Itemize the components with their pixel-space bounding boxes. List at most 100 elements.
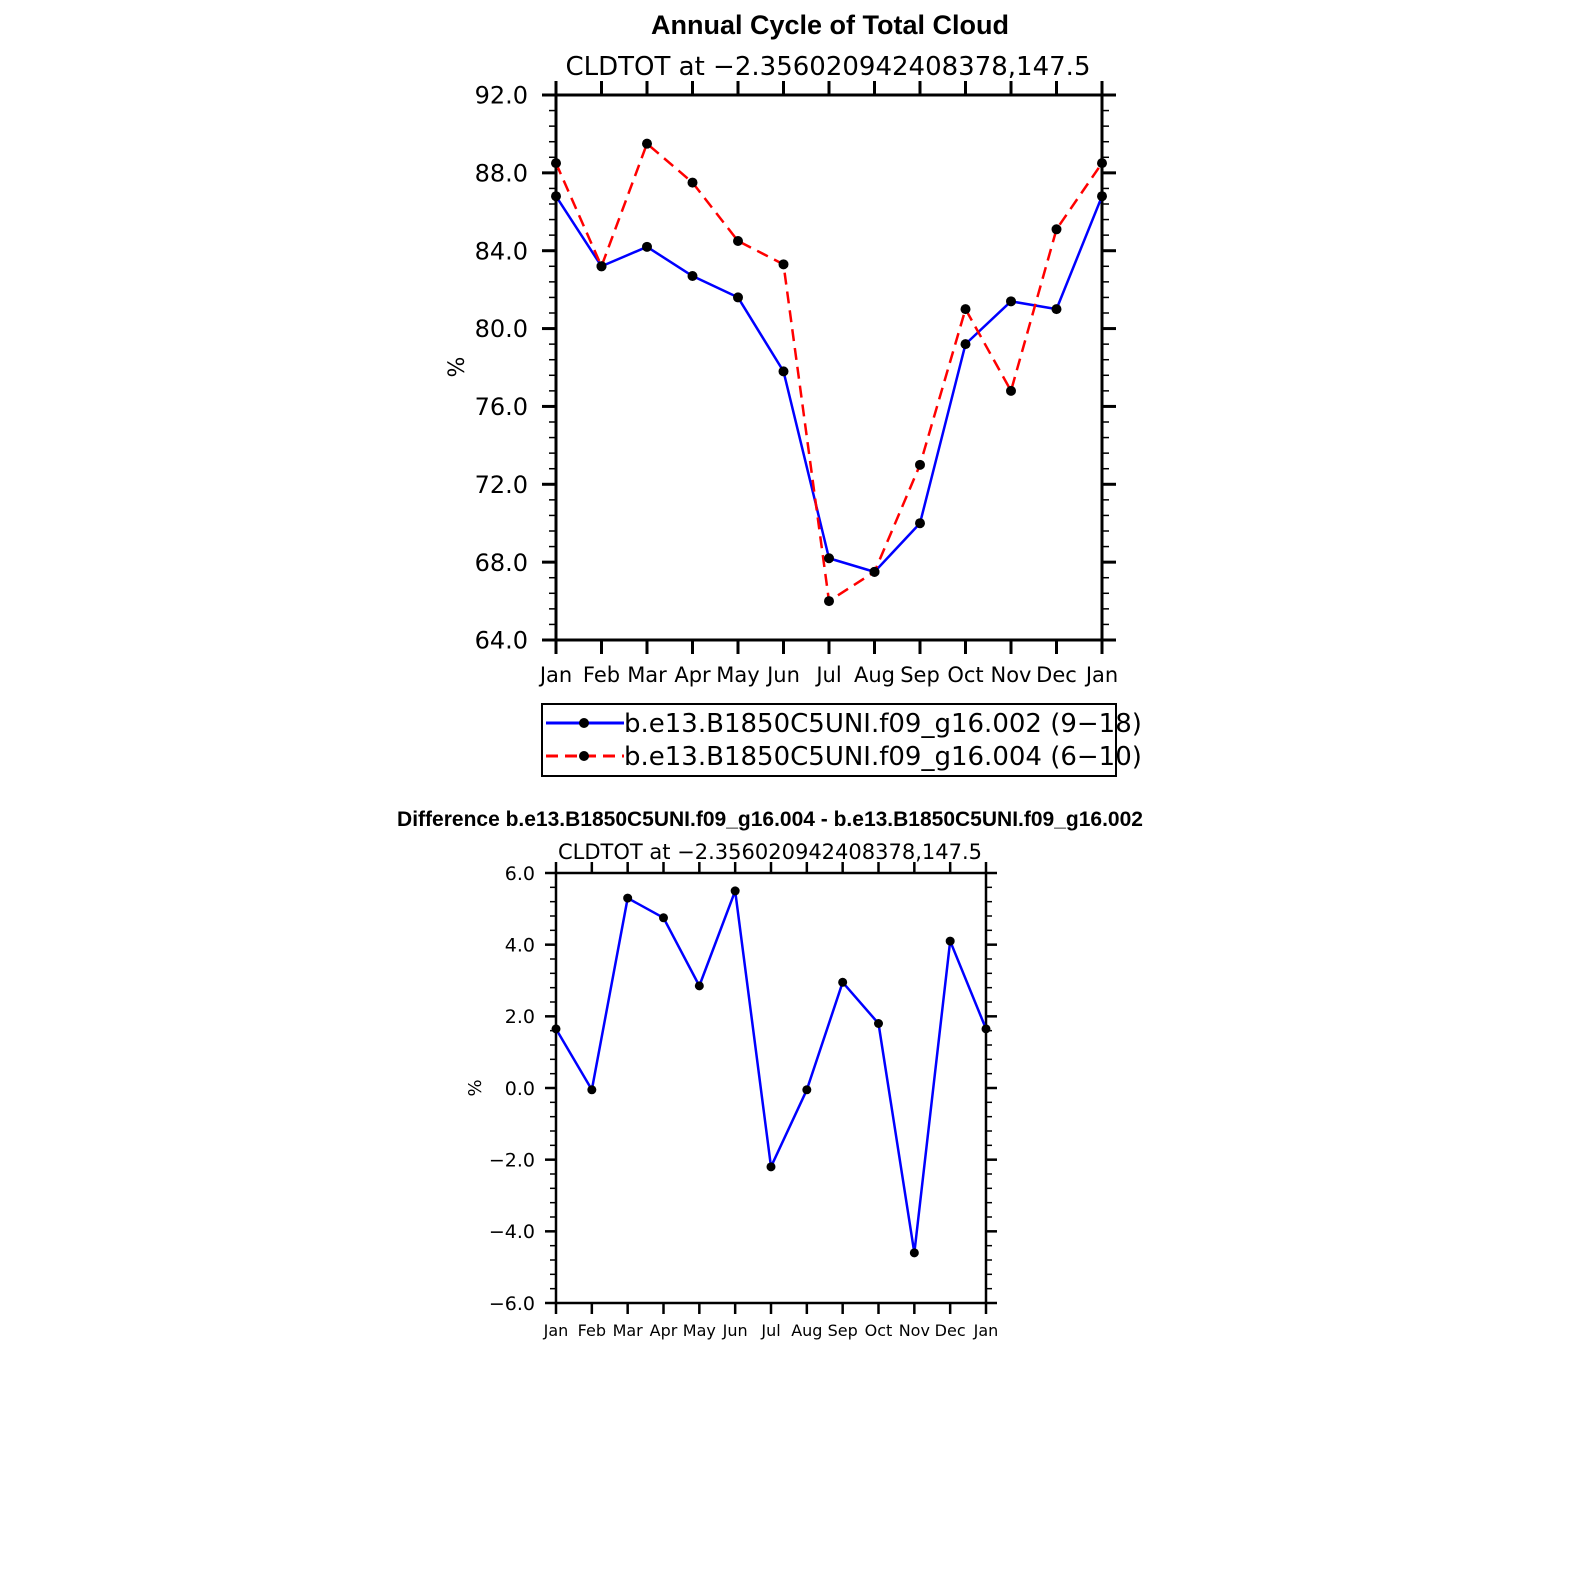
legend-marker-series-2 (579, 751, 589, 761)
x-tick-labels: Jan Feb Mar Apr May Jun Jul Aug Sep Oct Nov Dec Jan (538, 663, 1118, 687)
series-line-1 (554, 195, 1104, 574)
data-point-series-1 (1006, 296, 1016, 307)
data-point-series-1 (766, 1162, 776, 1172)
x-tick-label: Jan (1084, 663, 1118, 687)
data-point-series-1 (802, 1085, 812, 1095)
y-tick-label: 88.0 (475, 159, 528, 187)
y-axis-label: % (465, 1079, 486, 1096)
data-point-series-1 (642, 241, 652, 252)
data-point-series-1 (623, 893, 633, 903)
x-tick-label: Jan (973, 1321, 999, 1340)
y-tick-label: −4.0 (489, 1221, 535, 1243)
annual-cycle-chart: Annual Cycle of Total Cloud CLDTOT at −2… (445, 10, 1118, 687)
legend-box (541, 703, 1117, 777)
x-tick-label: Jun (722, 1321, 748, 1340)
data-point-series-1 (1051, 304, 1062, 315)
data-point-series-1 (838, 977, 848, 987)
x-tick-label: Jan (538, 663, 572, 687)
chart-subtitle: CLDTOT at −2.356020942408378,147.5 (566, 52, 1091, 82)
x-tick-label: Nov (991, 663, 1032, 687)
data-point-series-1 (1097, 191, 1107, 202)
data-point-series-2 (642, 138, 652, 149)
x-tick-label: Jul (814, 663, 841, 687)
y-tick-label: −6.0 (489, 1293, 535, 1315)
y-tick-label: 2.0 (505, 1006, 535, 1028)
data-point-series-2 (1097, 158, 1107, 169)
data-point-series-2 (869, 566, 880, 577)
y-tick-label: 84.0 (475, 237, 528, 265)
data-point-series-1 (587, 1085, 597, 1095)
y-tick-label: 80.0 (475, 315, 528, 343)
y-axis-label: % (445, 357, 470, 378)
x-tick-label: May (683, 1321, 716, 1340)
x-tick-label: Apr (650, 1321, 678, 1340)
data-point-series-1 (551, 1024, 561, 1034)
data-point-series-2 (778, 259, 789, 270)
data-point-series-1 (981, 1024, 991, 1034)
y-tick-label: 6.0 (505, 863, 535, 885)
y-tick-label: 76.0 (475, 393, 528, 421)
x-tick-label: Jan (543, 1321, 569, 1340)
y-tick-label: 68.0 (475, 549, 528, 577)
data-point-series-1 (960, 339, 971, 350)
data-point-series-1 (733, 292, 743, 303)
data-point-series-2 (1006, 385, 1016, 396)
y-tick-label: 72.0 (475, 471, 528, 499)
x-tick-label: Mar (627, 663, 667, 687)
x-tick-label: Jun (765, 663, 800, 687)
series-markers (551, 138, 1107, 607)
data-point-series-2 (824, 596, 834, 607)
difference-chart: Difference b.e13.B1850C5UNI.f09_g16.004 … (397, 808, 1143, 1340)
legend-marker-series-1 (579, 718, 589, 728)
x-tick-label: Oct (865, 1321, 893, 1340)
x-tick-label: Aug (854, 663, 895, 687)
series-lines (554, 142, 1104, 603)
x-tick-label: Mar (613, 1321, 644, 1340)
data-point-series-1 (909, 1248, 919, 1258)
y-tick-labels: −6.0 −4.0 −2.0 0.0 2.0 4.0 6.0 (489, 863, 535, 1315)
data-point-series-2 (960, 304, 971, 315)
data-point-series-1 (915, 518, 925, 529)
x-tick-labels: Jan Feb Mar Apr May Jun Jul Aug Sep Oct Nov Dec Jan (543, 1321, 999, 1340)
series-markers (551, 886, 991, 1258)
y-tick-label: −2.0 (489, 1150, 535, 1172)
data-point-series-1 (874, 1019, 883, 1028)
x-tick-label: Dec (1036, 663, 1077, 687)
data-point-series-1 (687, 271, 698, 282)
series-line-2 (554, 142, 1104, 603)
axis-ticks (545, 862, 997, 1314)
chart-title: Difference b.e13.B1850C5UNI.f09_g16.004 … (397, 808, 1143, 831)
x-tick-label: May (716, 663, 759, 687)
legend-label-series-2: b.e13.B1850C5UNI.f09_g16.004 (6−10) (624, 742, 1142, 772)
data-point-series-2 (551, 158, 561, 169)
x-tick-label: Oct (947, 663, 983, 687)
chart-subtitle: CLDTOT at −2.356020942408378,147.5 (558, 840, 982, 864)
x-tick-label: Jul (760, 1321, 780, 1340)
data-point-series-1 (778, 366, 789, 377)
y-tick-label: 0.0 (505, 1078, 535, 1100)
legend-label-series-1: b.e13.B1850C5UNI.f09_g16.002 (9−18) (624, 709, 1142, 739)
x-tick-label: Nov (899, 1321, 930, 1340)
data-point-series-2 (733, 235, 743, 246)
y-tick-label: 64.0 (475, 627, 528, 655)
data-point-series-2 (687, 177, 698, 188)
data-point-series-2 (915, 459, 925, 470)
series-lines (554, 889, 988, 1255)
x-tick-label: Dec (935, 1321, 966, 1340)
x-tick-label: Apr (674, 663, 711, 687)
data-point-series-2 (1051, 224, 1062, 235)
chart-title: Annual Cycle of Total Cloud (651, 10, 1009, 40)
x-tick-label: Feb (578, 1321, 606, 1340)
axis-ticks (542, 81, 1116, 654)
data-point-series-1 (659, 913, 668, 923)
data-point-series-1 (824, 553, 834, 564)
x-tick-label: Aug (791, 1321, 822, 1340)
x-tick-label: Sep (900, 663, 940, 687)
series-line-1 (554, 889, 988, 1255)
data-point-series-1 (730, 886, 740, 896)
y-tick-labels: 64.0 68.0 72.0 76.0 80.0 84.0 88.0 92.0 (475, 82, 528, 655)
x-tick-label: Sep (828, 1321, 858, 1340)
data-point-series-1 (694, 981, 704, 991)
data-point-series-1 (945, 936, 955, 946)
